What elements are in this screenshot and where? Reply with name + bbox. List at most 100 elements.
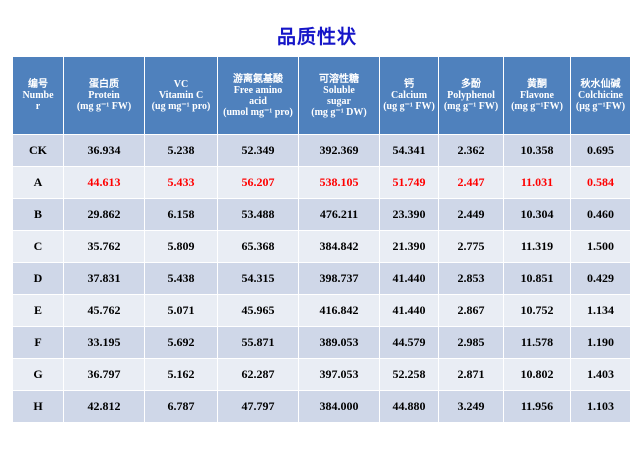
header-en2: sugar xyxy=(327,95,351,107)
table-row: B 29.862 6.158 53.488 476.211 23.390 2.449 10.3… xyxy=(13,199,630,230)
table-cell: 52.349 xyxy=(218,135,298,166)
table-cell: 2.871 xyxy=(439,359,503,390)
header-zh: 编号 xyxy=(28,79,48,90)
table-cell: 10.358 xyxy=(504,135,570,166)
table-cell: 55.871 xyxy=(218,327,298,358)
table-cell: 538.105 xyxy=(299,167,379,198)
table-cell: 5.692 xyxy=(145,327,217,358)
table-row: G 36.797 5.162 62.287 397.053 52.258 2.871 10.8… xyxy=(13,359,630,390)
header-en: Numbe xyxy=(22,90,54,101)
table-cell: 2.449 xyxy=(439,199,503,230)
table-cell: 54.315 xyxy=(218,263,298,294)
table-cell: 54.341 xyxy=(380,135,438,166)
header-unit: (mg g⁻¹FW) xyxy=(511,101,563,112)
table-cell: 5.238 xyxy=(145,135,217,166)
header-row: 编号 Numbe r 蛋白质 Protein (mg g⁻¹ FW) VC Vitamin C… xyxy=(13,57,630,134)
header-zh: 游离氨基酸 xyxy=(233,73,283,85)
table-cell: 42.812 xyxy=(64,391,144,422)
table-cell: 44.613 xyxy=(64,167,144,198)
column-header-5: 钙 Calcium (ug g⁻¹ FW) xyxy=(380,57,438,134)
table-cell: 2.447 xyxy=(439,167,503,198)
table-cell: 45.762 xyxy=(64,295,144,326)
table-cell: 2.985 xyxy=(439,327,503,358)
table-cell: 41.440 xyxy=(380,295,438,326)
table-cell: 392.369 xyxy=(299,135,379,166)
table-cell: 0.429 xyxy=(571,263,630,294)
table-cell: 11.319 xyxy=(504,231,570,262)
table-row: E 45.762 5.071 45.965 416.842 41.440 2.867 10.7… xyxy=(13,295,630,326)
table-body: CK 36.934 5.238 52.349 392.369 54.341 2.362 10.… xyxy=(13,135,630,422)
table-cell: 10.304 xyxy=(504,199,570,230)
row-label: B xyxy=(13,199,63,230)
header-zh: VC xyxy=(173,79,189,90)
row-label: D xyxy=(13,263,63,294)
column-header-1: 蛋白质 Protein (mg g⁻¹ FW) xyxy=(64,57,144,134)
table-cell: 476.211 xyxy=(299,199,379,230)
column-header-6: 多酚 Polyphenol (mg g⁻¹ FW) xyxy=(439,57,503,134)
table-cell: 397.053 xyxy=(299,359,379,390)
table-cell: 1.134 xyxy=(571,295,630,326)
table-cell: 56.207 xyxy=(218,167,298,198)
table-cell: 33.195 xyxy=(64,327,144,358)
header-unit: (mg g⁻¹ FW) xyxy=(76,101,132,112)
header-en2: r xyxy=(35,101,41,112)
header-unit: (mg g⁻¹ FW) xyxy=(443,101,499,112)
table-cell: 398.737 xyxy=(299,263,379,294)
table-cell: 10.802 xyxy=(504,359,570,390)
table-cell: 51.749 xyxy=(380,167,438,198)
table-cell: 35.762 xyxy=(64,231,144,262)
header-zh: 多酚 xyxy=(461,79,481,90)
header-en: Calcium xyxy=(390,90,428,101)
table-cell: 21.390 xyxy=(380,231,438,262)
column-header-2: VC Vitamin C (ug mg⁻¹ pro) xyxy=(145,57,217,134)
table-row: C 35.762 5.809 65.368 384.842 21.390 2.775 11.3… xyxy=(13,231,630,262)
table-cell: 0.584 xyxy=(571,167,630,198)
row-label: A xyxy=(13,167,63,198)
column-header-7: 黄酮 Flavone (mg g⁻¹FW) xyxy=(504,57,570,134)
table-cell: 65.368 xyxy=(218,231,298,262)
table-cell: 44.880 xyxy=(380,391,438,422)
header-en: Soluble xyxy=(323,84,355,96)
table-cell: 2.362 xyxy=(439,135,503,166)
header-zh: 秋水仙碱 xyxy=(580,79,621,90)
header-unit: (ug g⁻¹ FW) xyxy=(383,101,435,112)
page-title: 品质性状 xyxy=(276,26,357,48)
row-label: G xyxy=(13,359,63,390)
row-label: CK xyxy=(13,135,63,166)
table-cell: 416.842 xyxy=(299,295,379,326)
table-cell: 44.579 xyxy=(380,327,438,358)
header-en: Protein xyxy=(88,90,120,101)
table-cell: 52.258 xyxy=(380,359,438,390)
table-row: H 42.812 6.787 47.797 384.000 44.880 3.249 11.9… xyxy=(13,391,630,422)
table-cell: 5.809 xyxy=(145,231,217,262)
header-en: Polyphenol xyxy=(447,90,495,101)
table-cell: 384.000 xyxy=(299,391,379,422)
table-cell: 5.433 xyxy=(145,167,217,198)
table-cell: 2.775 xyxy=(439,231,503,262)
column-header-3: 游离氨基酸 Free amino acid (umol mg⁻¹ pro) xyxy=(218,57,298,134)
header-en2: acid xyxy=(249,95,267,107)
table-cell: 5.071 xyxy=(145,295,217,326)
header-unit: (mg g⁻¹ DW) xyxy=(311,106,367,118)
table-row: CK 36.934 5.238 52.349 392.369 54.341 2.362 10.… xyxy=(13,135,630,166)
table-cell: 10.752 xyxy=(504,295,570,326)
header-en: Vitamin C xyxy=(158,90,204,101)
table-cell: 1.190 xyxy=(571,327,630,358)
column-header-4: 可溶性糖 Soluble sugar (mg g⁻¹ DW) xyxy=(299,57,379,134)
table-cell: 23.390 xyxy=(380,199,438,230)
table-cell: 62.287 xyxy=(218,359,298,390)
row-label: H xyxy=(13,391,63,422)
column-header-8: 秋水仙碱 Colchicine (μg g⁻¹FW) xyxy=(571,57,630,134)
row-label: E xyxy=(13,295,63,326)
table-cell: 47.797 xyxy=(218,391,298,422)
table-cell: 36.797 xyxy=(64,359,144,390)
table-cell: 10.851 xyxy=(504,263,570,294)
table-cell: 3.249 xyxy=(439,391,503,422)
table-row: A 44.613 5.433 56.207 538.105 51.749 2.447 11.0… xyxy=(13,167,630,198)
table-cell: 0.460 xyxy=(571,199,630,230)
table-cell: 29.862 xyxy=(64,199,144,230)
table-row: D 37.831 5.438 54.315 398.737 41.440 2.853 10.8… xyxy=(13,263,630,294)
header-unit: (ug mg⁻¹ pro) xyxy=(151,101,211,112)
row-label: C xyxy=(13,231,63,262)
header-zh: 黄酮 xyxy=(527,79,547,90)
